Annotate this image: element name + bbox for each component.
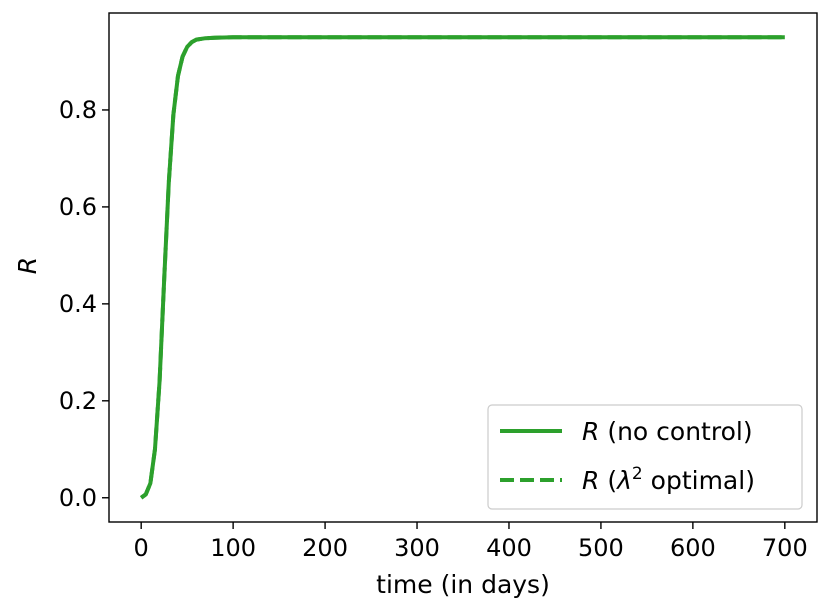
legend: R (no control) R (λ2 optimal) [487,404,803,510]
x-tick-label: 500 [578,534,624,562]
legend-entry-italic: R [582,466,599,495]
y-axis-label: R [13,257,42,274]
y-tick-label: 0.0 [59,484,97,512]
legend-box [487,404,803,510]
y-tick-label: 0.6 [59,193,97,221]
x-tick-label: 700 [762,534,808,562]
legend-entry-rest: (no control) [607,417,752,446]
x-axis-label: time (in days) [376,570,550,599]
legend-entry-lambda2-optimal: R (λ2 optimal) [582,464,755,495]
legend-entry-italic: R [582,417,599,446]
axes-frame [108,12,818,523]
series-line-lambda2-optimal [139,35,785,500]
x-tick-label: 200 [302,534,348,562]
y-tick-label: 0.2 [59,387,97,415]
y-tick-label: 0.4 [59,290,97,318]
x-axis-ticks: 0 100 200 300 400 500 600 700 [134,522,808,562]
x-tick-label: 600 [670,534,716,562]
x-tick-label: 400 [486,534,532,562]
x-tick-label: 300 [394,534,440,562]
legend-entry-no-control: R (no control) [582,417,753,446]
y-axis-ticks: 0.0 0.2 0.4 0.6 0.8 [59,96,109,512]
x-tick-label: 100 [210,534,256,562]
x-tick-label: 0 [134,534,149,562]
y-tick-label: 0.8 [59,96,97,124]
plot-area [139,35,785,500]
